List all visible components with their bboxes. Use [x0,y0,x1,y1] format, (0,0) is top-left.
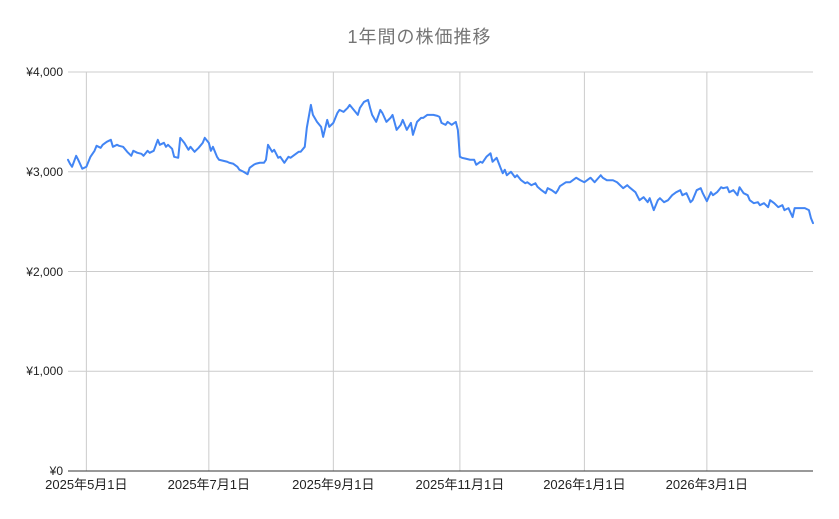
x-axis-tick-label: 2025年9月1日 [292,477,375,492]
x-axis-tick-label: 2025年11月1日 [415,477,505,492]
y-axis-tick-label: ¥3,000 [26,164,63,179]
y-axis-tick-label: ¥4,000 [26,65,63,79]
x-axis-tick-label: 2026年3月1日 [665,477,749,492]
x-axis-tick-label: 2026年1月1日 [543,477,626,492]
x-axis-tick-label: 2025年5月1日 [45,477,128,492]
y-axis-tick-label: ¥1,000 [26,364,63,379]
y-axis-tick-label: ¥2,000 [26,264,63,279]
x-axis-tick-label: 2025年7月1日 [167,477,251,492]
chart-title: 1年間の株価推移 [347,27,492,47]
plot-area [68,72,813,471]
y-axis-tick-label: ¥0 [49,464,63,478]
stock-price-line [68,100,813,223]
